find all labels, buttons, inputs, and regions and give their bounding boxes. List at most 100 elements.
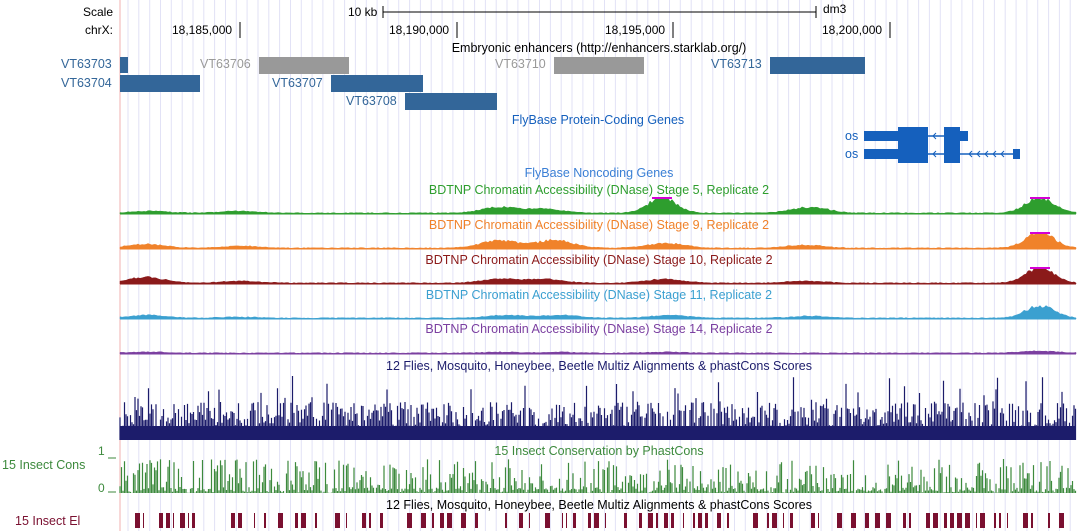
protein-genes-track-title[interactable]: FlyBase Protein-Coding Genes xyxy=(511,113,685,127)
conserved-element xyxy=(811,513,815,528)
conservation-axis-max: 1 xyxy=(98,444,105,458)
enhancer-label-vt63706[interactable]: VT63706 xyxy=(200,57,251,71)
conserved-element xyxy=(837,513,842,528)
conserved-element xyxy=(380,513,383,528)
conserved-element xyxy=(980,513,985,528)
conserved-element xyxy=(346,513,347,528)
conserved-element xyxy=(461,513,466,528)
dnase-stage9-title[interactable]: BDTNP Chromatin Accessibility (DNase) St… xyxy=(428,218,770,232)
multiz-track-title[interactable]: 12 Flies, Mosquito, Honeybee, Beetle Mul… xyxy=(386,359,812,373)
enhancer-block-vt63713[interactable] xyxy=(770,57,865,74)
enhancer-block-vt63707[interactable] xyxy=(331,75,423,92)
enhancer-track-title[interactable]: Embryonic enhancers (http://enhancers.st… xyxy=(451,41,747,55)
ruler-position: 18,190,000 xyxy=(389,23,450,37)
conserved-element xyxy=(624,513,627,528)
ruler-position: 18,200,000 xyxy=(822,23,883,37)
conserved-element xyxy=(693,513,695,528)
conserved-element xyxy=(933,513,938,528)
dnase-stage5-title[interactable]: BDTNP Chromatin Accessibility (DNase) St… xyxy=(428,183,770,197)
conserved-element xyxy=(926,513,930,528)
elements-side-label[interactable]: 15 Insect El xyxy=(15,514,81,528)
conserved-element xyxy=(648,513,653,528)
scale-value: 10 kb xyxy=(348,5,378,19)
conserved-element xyxy=(545,513,550,528)
conserved-element xyxy=(519,513,523,528)
conserved-element xyxy=(362,513,366,528)
dnase-signal-3 xyxy=(119,305,1077,320)
dnase-signal-1 xyxy=(119,232,1077,250)
enhancer-label-vt63713[interactable]: VT63713 xyxy=(711,57,762,71)
conserved-element xyxy=(1023,513,1028,528)
conserved-element xyxy=(421,513,426,528)
conserved-element xyxy=(875,513,880,528)
conserved-element xyxy=(180,513,185,528)
gene-model-os-2[interactable] xyxy=(864,145,1020,163)
dnase-stage10-title[interactable]: BDTNP Chromatin Accessibility (DNase) St… xyxy=(425,253,773,267)
phastcons-signal xyxy=(108,457,1077,493)
enhancer-label-vt63707[interactable]: VT63707 xyxy=(272,76,323,90)
conserved-element xyxy=(903,513,906,528)
conserved-element xyxy=(573,513,576,528)
conserved-element xyxy=(562,513,563,528)
gene-label-os[interactable]: os xyxy=(845,129,859,143)
conserved-element xyxy=(683,513,684,528)
conserved-element xyxy=(957,513,962,528)
dnase-signal-0 xyxy=(119,197,1077,215)
conserved-element xyxy=(717,513,721,528)
conserved-element xyxy=(1048,513,1050,528)
conserved-element xyxy=(188,513,189,528)
conserved-element xyxy=(594,513,599,528)
conserved-elements xyxy=(135,513,1064,528)
conserved-element xyxy=(432,513,434,528)
conserved-element xyxy=(656,513,658,528)
dnase-signal-4 xyxy=(119,350,1077,355)
conserved-element xyxy=(783,513,784,528)
conserved-element xyxy=(994,513,996,528)
conserved-element xyxy=(315,513,317,528)
enhancer-block-vt63710[interactable] xyxy=(554,57,644,74)
base-position-ruler xyxy=(239,6,891,38)
conserved-element xyxy=(605,513,606,528)
conserved-element xyxy=(440,513,444,528)
dnase-stage11-title[interactable]: BDTNP Chromatin Accessibility (DNase) St… xyxy=(425,288,773,302)
enhancer-block-vt63708[interactable] xyxy=(405,93,497,110)
enhancer-block-vt63704[interactable] xyxy=(120,75,200,92)
conserved-element xyxy=(965,513,970,528)
dnase-signal-2 xyxy=(119,267,1077,285)
elements-track-title[interactable]: 12 Flies, Mosquito, Honeybee, Beetle Mul… xyxy=(386,498,812,512)
conserved-element xyxy=(976,513,977,528)
conserved-element xyxy=(671,513,674,528)
clipped-peak-marker xyxy=(1030,197,1050,199)
enhancer-block-vt63706[interactable] xyxy=(259,57,349,74)
conserved-element xyxy=(1007,513,1008,528)
dnase-signal-tracks xyxy=(119,197,1077,355)
conserved-element xyxy=(865,513,869,528)
conserved-element xyxy=(295,513,298,528)
enhancer-label-vt63704[interactable]: VT63704 xyxy=(61,76,112,90)
multiz-signal xyxy=(119,376,1077,440)
conserved-element xyxy=(166,513,170,528)
gene-label-os[interactable]: os xyxy=(845,147,859,161)
noncoding-genes-track-title[interactable]: FlyBase Noncoding Genes xyxy=(524,166,674,180)
conservation-track-title[interactable]: 15 Insect Conservation by PhastCons xyxy=(494,444,704,458)
conservation-side-label[interactable]: 15 Insect Cons xyxy=(2,458,86,472)
dnase-stage14-title[interactable]: BDTNP Chromatin Accessibility (DNase) St… xyxy=(425,322,773,336)
conserved-element xyxy=(369,513,371,528)
conserved-element xyxy=(505,513,507,528)
phastcons-bars xyxy=(119,459,1077,493)
enhancer-label-vt63708[interactable]: VT63708 xyxy=(346,94,397,108)
conserved-element xyxy=(909,513,911,528)
conserved-element xyxy=(944,513,947,528)
conserved-element xyxy=(1031,513,1033,528)
conserved-element xyxy=(529,513,530,528)
enhancer-label-vt63703[interactable]: VT63703 xyxy=(61,57,112,71)
clipped-peak-marker xyxy=(652,197,672,199)
gene-model-os-1[interactable] xyxy=(864,127,968,145)
enhancer-block-vt63703[interactable] xyxy=(120,57,128,73)
enhancer-label-vt63710[interactable]: VT63710 xyxy=(495,57,546,71)
conserved-element xyxy=(851,513,856,528)
conserved-element xyxy=(705,513,708,528)
enhancer-blocks xyxy=(120,57,865,110)
conserved-element xyxy=(1059,513,1064,528)
